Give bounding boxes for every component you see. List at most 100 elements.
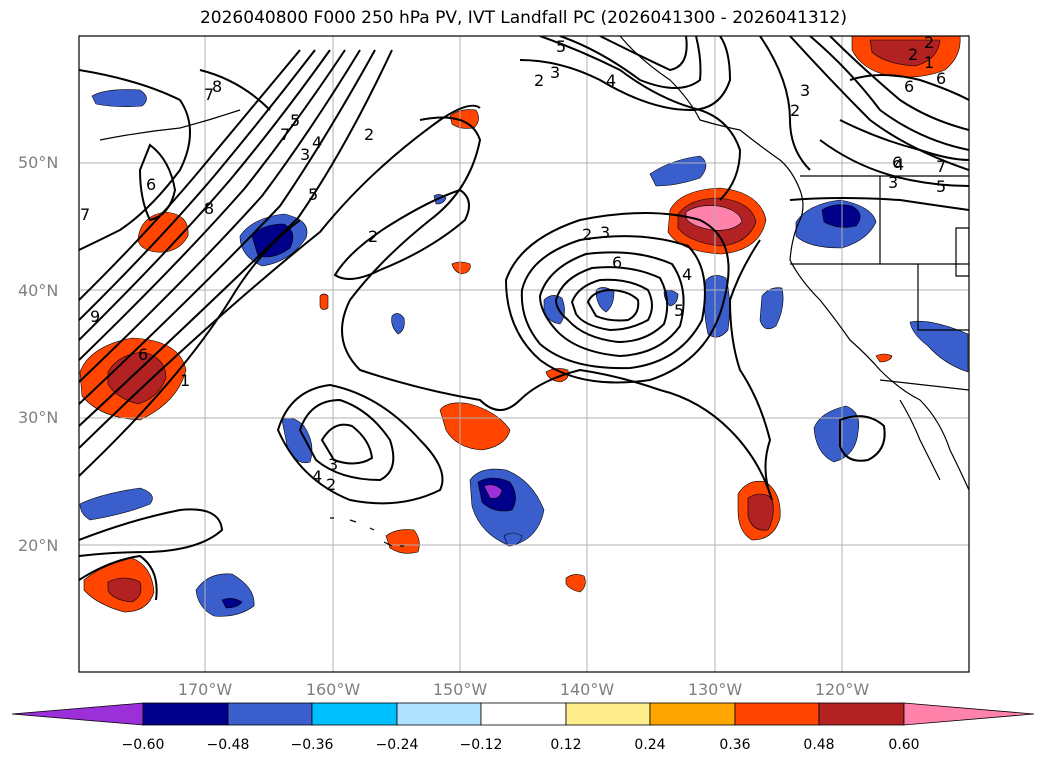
contour-label: 4 xyxy=(312,133,322,152)
colorbar-segment xyxy=(649,702,736,726)
contour-line xyxy=(79,219,301,477)
pv-anomaly-positive xyxy=(747,493,774,531)
contour-line xyxy=(599,36,688,72)
contour-line xyxy=(554,266,669,344)
contour-line xyxy=(789,197,969,211)
colorbar-segment xyxy=(142,702,229,726)
pv-anomaly-negative xyxy=(704,275,730,338)
contour-label: 2 xyxy=(582,225,592,244)
contour-line xyxy=(79,49,346,361)
colorbar-tick-label: −0.48 xyxy=(206,737,250,753)
contour-label: 2 xyxy=(326,475,336,494)
ivt-contours xyxy=(79,36,969,601)
coastline-aleutians xyxy=(99,109,241,141)
colorbar-tick-label: 0.48 xyxy=(803,737,835,753)
contour-label: 4 xyxy=(606,71,616,90)
colorbar-segment xyxy=(818,702,905,726)
colorbar-tick-label: −0.60 xyxy=(121,737,165,753)
colorbar-segment xyxy=(565,702,651,726)
colorbar-segment xyxy=(480,702,567,726)
contour-label: 4 xyxy=(894,155,904,174)
colorbar xyxy=(11,702,1035,726)
pv-anomaly-negative xyxy=(79,487,153,521)
coastlines xyxy=(99,36,969,547)
pv-anomaly-positive xyxy=(319,293,329,310)
pv-anomaly-positive xyxy=(685,205,743,231)
pv-anomaly-positive xyxy=(107,577,142,603)
colorbar-tick-label: 0.60 xyxy=(888,737,920,753)
lat-label-20n: 20°N xyxy=(18,536,59,555)
contour-label: 7 xyxy=(204,85,214,104)
pv-anomaly-negative xyxy=(91,89,147,107)
contour-label: 5 xyxy=(290,111,300,130)
lon-label-170w: 170°W xyxy=(177,680,233,699)
contour-label: 7 xyxy=(280,125,290,144)
contour-line xyxy=(298,398,395,482)
pv-anomaly-negative xyxy=(503,532,523,547)
pv-anomaly-negative xyxy=(595,287,615,313)
contour-label: 3 xyxy=(888,173,898,192)
contour-label: 5 xyxy=(556,37,566,56)
contour-line xyxy=(79,104,481,449)
pv-anomaly-positive xyxy=(869,39,941,67)
pv-anomaly-positive xyxy=(385,529,420,554)
pv-anomaly-negative xyxy=(649,155,707,187)
contour-label: 7 xyxy=(80,205,90,224)
contour-label: 1 xyxy=(180,371,190,390)
contour-line xyxy=(809,36,969,151)
pv-anomaly-negative xyxy=(195,573,255,617)
contour-line xyxy=(586,288,640,322)
contour-label: 6 xyxy=(612,253,622,272)
colorbar-extend-max xyxy=(903,702,1035,726)
contour-label: 2 xyxy=(908,45,918,64)
map-frame-contents xyxy=(79,36,969,672)
pv-anomaly-negative xyxy=(483,484,503,499)
colorbar-tick-label: 0.12 xyxy=(550,737,582,753)
lon-label-150w: 150°W xyxy=(432,680,488,699)
contour-line xyxy=(79,49,376,405)
contour-line xyxy=(839,415,886,462)
contour-line xyxy=(570,278,653,332)
lon-label-140w: 140°W xyxy=(559,680,615,699)
colorbar-tick-label: −0.24 xyxy=(375,737,419,753)
contour-line xyxy=(138,143,177,222)
contour-label: 9 xyxy=(90,307,100,326)
contour-label: 6 xyxy=(904,77,914,96)
colorbar-tick-label: −0.12 xyxy=(459,737,503,753)
contour-line xyxy=(276,383,444,505)
contour-label: 2 xyxy=(924,33,934,52)
lat-label-50n: 50°N xyxy=(18,153,59,172)
contour-label: 6 xyxy=(892,153,902,172)
pv-anomaly-negative xyxy=(221,598,243,609)
contour-line xyxy=(199,69,271,111)
contour-line xyxy=(759,36,811,171)
pv-anomaly-positive xyxy=(451,261,471,275)
contour-line xyxy=(559,36,702,89)
contour-label: 7 xyxy=(936,157,946,176)
contour-line xyxy=(539,36,742,201)
colorbar-segment xyxy=(734,702,820,726)
coastline-alaska xyxy=(619,36,969,491)
contour-line xyxy=(79,49,331,341)
contour-label: 3 xyxy=(550,63,560,82)
colorbar-segment xyxy=(227,702,313,726)
pv-anomaly-positive xyxy=(565,574,586,593)
colorbar-segment xyxy=(311,702,398,726)
lon-label-130w: 130°W xyxy=(687,680,743,699)
pv-anomaly-positive xyxy=(449,109,479,129)
colorbar-extend-min xyxy=(11,702,144,726)
contour-line xyxy=(79,508,224,557)
map-title: 2026040800 F000 250 hPa PV, IVT Landfall… xyxy=(199,8,847,28)
coastline-hawaii xyxy=(330,517,404,547)
contour-line xyxy=(79,49,361,383)
contour-label: 3 xyxy=(328,455,338,474)
contour-label: 6 xyxy=(138,345,148,364)
contour-labels: 2 3 4 5 6 7 8 9 1 2 3 4 5 6 7 2 3 4 5 6 … xyxy=(80,33,946,494)
contour-label: 2 xyxy=(534,71,544,90)
contour-label: 5 xyxy=(308,185,318,204)
lat-label-40n: 40°N xyxy=(18,281,59,300)
contour-label: 5 xyxy=(936,177,946,196)
pv-anomaly-positive xyxy=(875,353,893,363)
contour-label: 2 xyxy=(368,227,378,246)
